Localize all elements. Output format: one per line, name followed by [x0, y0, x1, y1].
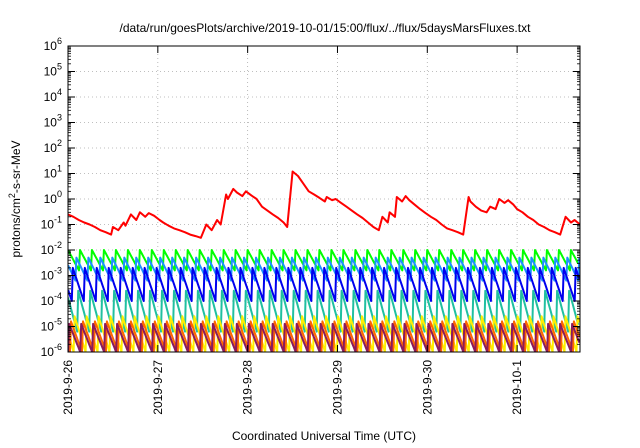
chart-title: /data/run/goesPlots/archive/2019-10-01/1…: [120, 21, 532, 35]
y-tick-base: 10: [41, 345, 55, 359]
series-line: [68, 249, 580, 272]
y-axis-label-sup: 2: [7, 193, 17, 198]
y-axis-label-prefix: protons/cm: [9, 198, 23, 257]
y-tick-base: 10: [44, 90, 58, 104]
series-line: [68, 322, 580, 352]
y-tick-label: 100: [44, 189, 62, 206]
y-tick-exponent: -3: [54, 266, 62, 276]
x-axis-ticks: 2019-9-26 2019-9-27 2019-9-28 2019-9-29 2019…: [61, 46, 524, 415]
y-tick-base: 10: [41, 218, 55, 232]
grid-lines: [68, 46, 580, 352]
y-tick-base: 10: [44, 65, 58, 79]
x-tick-label: 2019-9-26: [61, 360, 75, 415]
y-tick-base: 10: [44, 116, 58, 130]
y-tick-label: 103: [44, 113, 62, 130]
y-tick-base: 10: [44, 192, 58, 206]
y-tick-base: 10: [41, 320, 55, 334]
y-tick-base: 10: [41, 243, 55, 257]
y-tick-exponent: 0: [57, 189, 62, 199]
y-tick-label: 10-1: [41, 215, 62, 232]
y-tick-label: 105: [44, 62, 62, 79]
x-tick-label: 2019-9-30: [420, 360, 434, 415]
y-tick-exponent: 4: [57, 87, 62, 97]
y-tick-exponent: -4: [54, 291, 62, 301]
y-tick-label: 104: [44, 87, 62, 104]
y-tick-exponent: 6: [57, 36, 62, 46]
y-tick-label: 10-4: [41, 291, 62, 308]
series-line: [68, 320, 580, 352]
y-tick-label: 10-6: [41, 342, 62, 359]
x-tick-label: 2019-9-29: [330, 360, 344, 415]
y-tick-exponent: 3: [57, 113, 62, 123]
data-series: [68, 170, 580, 352]
x-axis-label: Coordinated Universal Time (UTC): [232, 429, 416, 443]
y-tick-exponent: 2: [57, 138, 62, 148]
series-line: [68, 170, 580, 239]
y-tick-label: 10-3: [41, 266, 62, 283]
y-tick-exponent: 1: [57, 164, 62, 174]
y-tick-label: 10-5: [41, 317, 62, 334]
y-axis-label-suffix: -s-sr-MeV: [9, 140, 23, 193]
x-tick-label: 2019-10-1: [510, 360, 524, 415]
y-tick-base: 10: [41, 269, 55, 283]
y-tick-exponent: -2: [54, 240, 62, 250]
y-tick-base: 10: [44, 141, 58, 155]
y-tick-exponent: -5: [54, 317, 62, 327]
x-tick-label: 2019-9-27: [151, 360, 165, 415]
y-tick-label: 106: [44, 36, 62, 53]
y-tick-exponent: 5: [57, 62, 62, 72]
series-line: [68, 266, 580, 302]
y-axis-label: protons/cm2-s-sr-MeV: [7, 140, 23, 257]
y-tick-label: 10-2: [41, 240, 62, 257]
y-tick-base: 10: [44, 39, 58, 53]
y-tick-exponent: -1: [54, 215, 62, 225]
y-tick-label: 101: [44, 164, 62, 181]
y-tick-label: 102: [44, 138, 62, 155]
y-axis-ticks: 10610510410310210110010-110-210-310-410-…: [41, 36, 580, 359]
y-tick-base: 10: [41, 294, 55, 308]
x-tick-label: 2019-9-28: [241, 360, 255, 415]
y-tick-base: 10: [44, 167, 58, 181]
y-tick-exponent: -6: [54, 342, 62, 352]
